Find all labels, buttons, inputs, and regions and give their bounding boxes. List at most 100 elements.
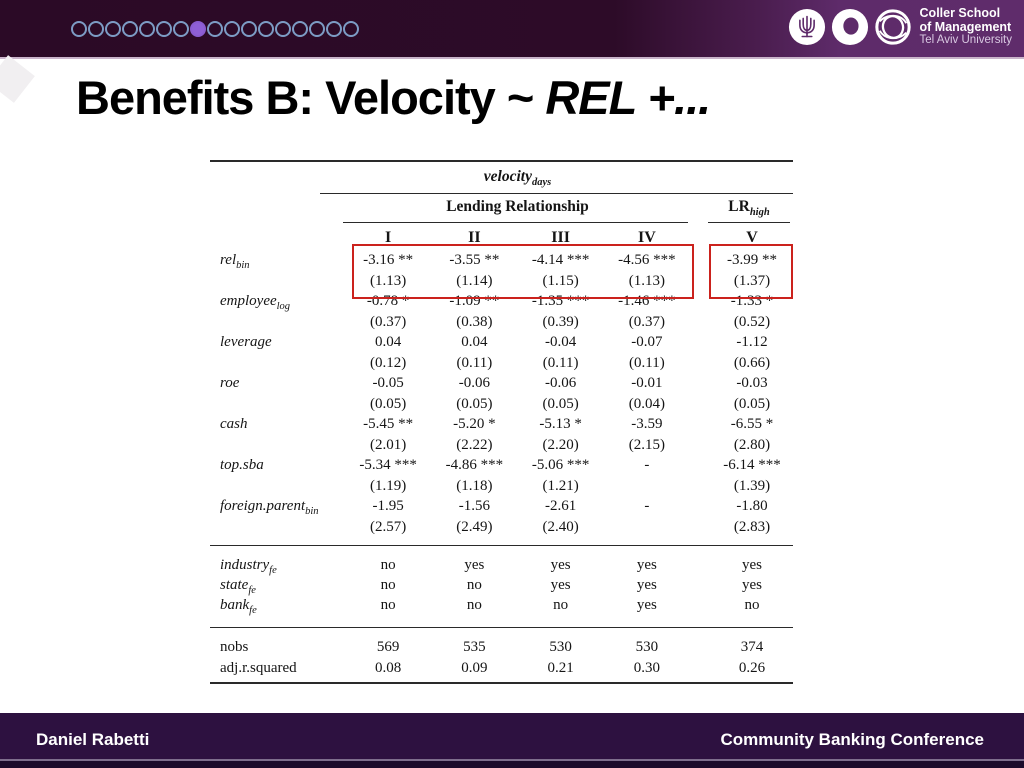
row-label: foreign.parentbin: [210, 498, 345, 517]
fixed-effect-cell: no: [466, 577, 482, 593]
fixed-effect-cell: yes: [636, 597, 657, 613]
table-rule-top: [210, 160, 793, 162]
row-label-text: bank: [220, 597, 250, 613]
std-error-cell: (0.11): [456, 354, 493, 371]
menorah-icon: [788, 8, 825, 45]
logo-text: Coller School of Management Tel Aviv Uni…: [919, 6, 1012, 46]
std-error-cell: (1.21): [542, 477, 579, 494]
table-rule-lending: [343, 222, 688, 224]
statistic-cell: 0.08: [375, 660, 402, 676]
std-error-line: (0.37) (0.38) (0.39) (0.37) (0.52): [210, 314, 793, 335]
std-error-cell: (2.83): [733, 518, 771, 535]
estimate-cell: -1.80: [736, 498, 768, 514]
progress-dot: [275, 21, 291, 37]
swirl-globe-icon: [874, 9, 911, 45]
slide-footer: Daniel Rabetti Community Banking Confere…: [0, 713, 1024, 760]
row-label-text: industry: [220, 557, 270, 573]
highlight-box-lending: [352, 244, 694, 299]
row-label: adj.r.squared: [210, 660, 345, 677]
fixed-effects-rows: industryfe no yes yes yes yes statefe no no yes ye…: [210, 557, 793, 617]
estimate-cell: -6.55 *: [730, 416, 774, 432]
regression-table: velocitydays Lending Relationship LRhigh…: [210, 155, 793, 690]
statistic-cell: 530: [635, 639, 659, 655]
row-label: relbin: [210, 252, 345, 271]
university-logo: Coller School of Management Tel Aviv Uni…: [783, 6, 1012, 46]
footer-bottom-strip: [0, 761, 1024, 768]
row-label-sub: fe: [269, 565, 277, 576]
std-error-cell: (2.01): [370, 436, 407, 453]
row-label-sub: bin: [236, 260, 250, 271]
footer-author: Daniel Rabetti: [36, 730, 150, 749]
fixed-effect-cell: yes: [742, 557, 762, 573]
estimate-line: relbin -3.16 ** -3.55 ** -4.14 *** -4.56 ***…: [210, 252, 793, 273]
estimate-cell: -1.95: [372, 498, 404, 514]
logo-line-2: of Management: [919, 19, 1012, 34]
estimate-cell: -3.99 **: [727, 252, 777, 268]
estimate-cell: -3.55 **: [449, 252, 500, 268]
progress-dot: [241, 21, 257, 37]
std-error-cell: (1.18): [456, 477, 493, 494]
estimate-cell: -0.07: [631, 334, 663, 350]
std-error-cell: (1.37): [733, 272, 771, 289]
row-label: nobs: [210, 639, 345, 656]
statistic-cell: 569: [376, 639, 400, 655]
footer-conference: Community Banking Conference: [720, 730, 984, 749]
std-error-cell: (2.80): [733, 436, 771, 453]
column-header: III: [551, 229, 570, 246]
estimate-line: top.sba -5.34 *** -4.86 *** -5.06 *** - -6.14…: [210, 457, 793, 478]
row-label-text: cash: [220, 416, 248, 432]
std-error-cell: (1.13): [370, 272, 407, 289]
estimate-cell: -0.06: [458, 375, 490, 391]
estimate-cell: -: [644, 498, 650, 514]
progress-dot: [173, 21, 189, 37]
estimate-cell: 0.04: [375, 334, 402, 350]
row-label-text: roe: [220, 375, 240, 391]
fixed-effect-line: industryfe no yes yes yes yes: [210, 557, 793, 577]
row-label: roe: [210, 375, 345, 392]
progress-dot: [105, 21, 121, 37]
row-label-text: top.sba: [220, 457, 264, 473]
estimate-cell: -6.14 ***: [723, 457, 781, 473]
estimate-cell: -3.59: [631, 416, 663, 432]
std-error-cell: (0.05): [733, 395, 771, 412]
estimate-cell: -5.13 *: [539, 416, 582, 432]
statistic-cell: 530: [549, 639, 572, 655]
std-error-cell: (1.39): [733, 477, 771, 494]
top-bar-divider: [0, 57, 1024, 59]
fixed-effect-cell: yes: [742, 577, 762, 593]
footer-divider: [0, 759, 1024, 761]
std-error-cell: (2.20): [542, 436, 579, 453]
estimate-cell: -3.16 **: [363, 252, 414, 268]
estimate-cell: -4.86 ***: [445, 457, 504, 473]
std-error-cell: (0.11): [542, 354, 579, 371]
fixed-effect-cell: no: [466, 597, 482, 613]
table-rule-lr-high: [708, 222, 790, 224]
row-label: cash: [210, 416, 345, 433]
row-label-sub: log: [276, 301, 291, 312]
row-label: bankfe: [210, 597, 345, 616]
fixed-effect-cell: no: [553, 597, 569, 613]
row-label-text: rel: [220, 252, 237, 268]
estimate-cell: -0.06: [545, 375, 577, 391]
std-error-line: (1.19) (1.18) (1.21) (1.39): [210, 478, 793, 499]
progress-dot: [224, 21, 240, 37]
row-label-text: nobs: [220, 639, 249, 655]
estimate-cell: -1.12: [736, 334, 768, 350]
std-error-cell: (0.05): [456, 395, 493, 412]
progress-dot: [292, 21, 308, 37]
fixed-effect-cell: yes: [636, 557, 657, 573]
std-error-line: (2.57) (2.49) (2.40) (2.83): [210, 519, 793, 540]
outcome-header: velocitydays: [345, 168, 690, 189]
table-rule-mid-1: [210, 545, 793, 547]
estimate-line: cash -5.45 ** -5.20 * -5.13 * -3.59 -6.55 *: [210, 416, 793, 437]
column-header: II: [468, 229, 481, 246]
progress-dot: [156, 21, 172, 37]
std-error-cell: (1.15): [542, 272, 579, 289]
row-label-text: state: [220, 577, 249, 593]
fixed-effect-cell: yes: [636, 577, 657, 593]
outcome-header-sub: days: [531, 177, 552, 189]
coller-o-icon: [831, 8, 868, 45]
statistic-cell: 535: [463, 639, 486, 655]
std-error-cell: (0.11): [629, 354, 665, 371]
std-error-cell: (0.37): [370, 313, 407, 330]
